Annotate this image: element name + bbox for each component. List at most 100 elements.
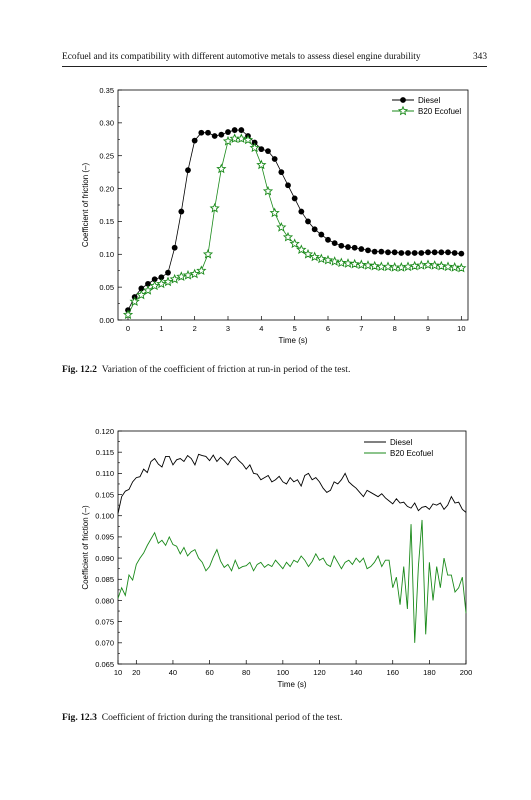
series-line <box>117 453 467 514</box>
data-point <box>122 309 134 320</box>
data-point <box>211 133 218 139</box>
data-point <box>351 244 358 251</box>
data-point <box>242 134 254 145</box>
data-point <box>311 226 318 233</box>
data-point <box>331 240 338 247</box>
legend-marker <box>397 105 409 116</box>
data-point <box>409 260 420 271</box>
y-tick-label: 0.075 <box>95 617 114 626</box>
data-point <box>431 249 438 256</box>
data-point <box>218 131 225 138</box>
y-tick-label: 0.15 <box>99 217 114 226</box>
y-tick-label: 0.090 <box>95 554 114 563</box>
data-point <box>362 260 374 270</box>
data-point <box>265 148 271 155</box>
data-point <box>405 250 411 256</box>
x-tick-label: 100 <box>277 668 290 677</box>
x-tick-label: 20 <box>132 668 140 677</box>
data-point <box>225 129 231 135</box>
x-tick-label: 7 <box>359 324 363 333</box>
legend-label: B20 Ecofuel <box>418 107 461 116</box>
data-point <box>151 276 158 283</box>
data-point <box>318 231 325 238</box>
x-tick-label: 140 <box>350 668 363 677</box>
data-point <box>162 276 174 287</box>
x-tick-label: 10 <box>457 324 465 333</box>
x-axis-label: Time (s) <box>278 336 307 345</box>
data-point <box>176 271 187 281</box>
data-point <box>231 127 238 133</box>
x-tick-label: 10 <box>114 668 122 677</box>
x-tick-label: 6 <box>326 324 330 333</box>
x-tick-label: 200 <box>460 668 473 677</box>
data-point <box>278 169 285 176</box>
chart-figure-12-3: 0.065 0.070 0.075 0.080 0.085 0.090 0.095 0.100… <box>81 427 473 689</box>
data-point <box>202 248 214 259</box>
data-point <box>222 135 234 146</box>
x-tick-label: 1 <box>159 324 163 333</box>
data-point <box>156 278 167 289</box>
data-point <box>129 296 140 306</box>
y-tick-label: 0.10 <box>99 250 114 259</box>
data-point <box>142 285 154 295</box>
data-point <box>136 289 147 300</box>
data-point <box>378 248 385 255</box>
data-point <box>189 268 200 279</box>
data-point <box>438 249 445 256</box>
data-point <box>325 236 331 243</box>
data-point <box>365 247 371 254</box>
y-tick-label: 0.115 <box>96 448 114 457</box>
data-point <box>442 261 454 272</box>
data-point <box>371 248 378 255</box>
data-point <box>458 250 465 257</box>
caption-label: Fig. 12.3 <box>62 712 97 723</box>
page-number: 343 <box>472 52 487 62</box>
data-point <box>349 258 360 269</box>
data-point <box>398 250 405 256</box>
x-tick-label: 180 <box>423 668 436 677</box>
caption-label: Fig. 12.2 <box>62 364 97 375</box>
caption-figure-12-2: Fig. 12.2 Variation of the coefficient o… <box>62 364 350 375</box>
data-point <box>256 159 267 170</box>
data-point <box>149 280 160 291</box>
y-tick-label: 0.25 <box>99 152 114 161</box>
data-point <box>289 238 300 249</box>
data-point <box>336 257 347 268</box>
data-point <box>382 261 394 272</box>
data-point <box>196 265 207 276</box>
data-point <box>445 249 451 256</box>
data-point <box>229 133 240 143</box>
x-tick-label: 3 <box>226 324 230 333</box>
data-point <box>456 262 467 273</box>
data-point <box>258 146 265 153</box>
data-point <box>416 260 427 270</box>
y-tick-label: 0.35 <box>99 86 114 95</box>
data-point <box>171 244 178 251</box>
data-point <box>209 202 220 213</box>
caption-figure-12-3: Fig. 12.3 Coefficient of friction during… <box>62 712 342 723</box>
data-point <box>182 269 194 280</box>
data-point <box>425 249 431 256</box>
data-point <box>369 260 380 271</box>
data-point <box>451 250 458 256</box>
data-point <box>449 262 460 272</box>
data-point <box>298 208 305 215</box>
x-tick-label: 40 <box>169 668 177 677</box>
y-tick-label: 0.20 <box>99 184 114 193</box>
data-point <box>262 185 274 196</box>
data-point <box>358 246 365 252</box>
y-tick-label: 0.05 <box>99 283 114 292</box>
data-point <box>302 248 314 259</box>
caption-text: Variation of the coefficient of friction… <box>101 364 351 375</box>
data-point <box>198 129 205 136</box>
chart-figure-12-2: 0.00 0.05 0.10 0.15 0.20 0.25 0.30 0.35 0 1 2 3 4 5 6 7… <box>81 86 469 345</box>
data-point <box>338 242 345 249</box>
data-point <box>269 207 280 218</box>
data-point <box>329 256 340 266</box>
x-tick-label: 160 <box>386 668 399 677</box>
data-point <box>342 258 354 268</box>
data-point <box>356 259 367 270</box>
data-point <box>345 244 351 250</box>
caption-text: Coefficient of friction during the trans… <box>101 712 343 723</box>
x-tick-label: 60 <box>205 668 213 677</box>
